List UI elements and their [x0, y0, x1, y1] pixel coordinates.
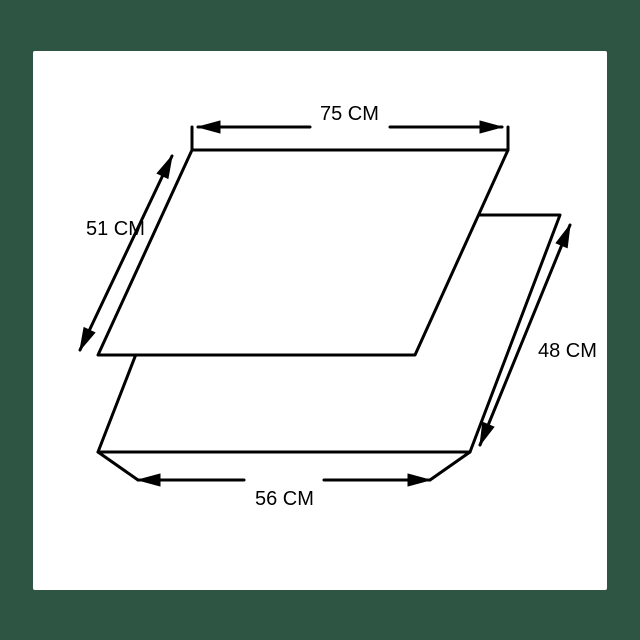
diagram-canvas: 75 CM 51 CM 56 CM 48 CM — [0, 0, 640, 640]
dimension-label-bottom-width: 56 CM — [255, 488, 314, 511]
dimension-label-top-depth: 51 CM — [86, 218, 145, 241]
dimension-drawing — [0, 0, 640, 640]
dimension-label-top-width: 75 CM — [320, 103, 379, 126]
dimension-label-bottom-depth: 48 CM — [538, 340, 597, 363]
